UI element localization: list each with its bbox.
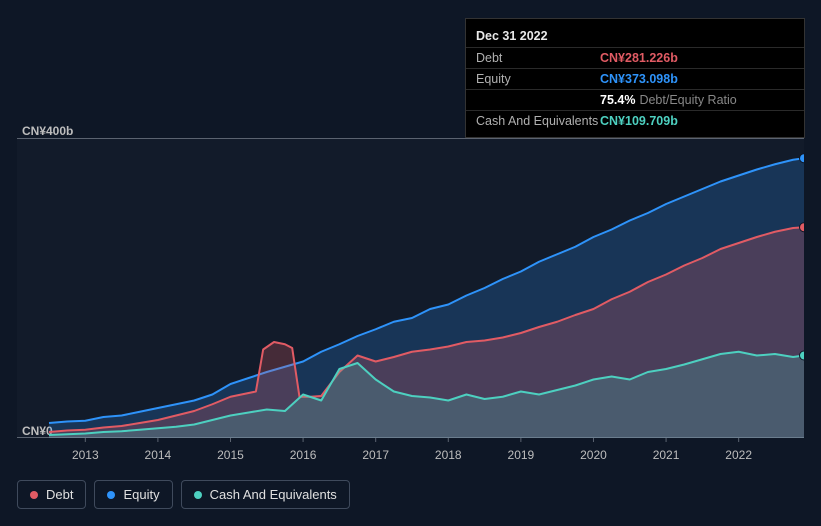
legend-label: Equity [123, 487, 159, 502]
tooltip-row-label: Cash And Equivalents [476, 114, 600, 128]
tooltip-row-suffix: Debt/Equity Ratio [639, 93, 736, 107]
x-axis-label: 2017 [362, 448, 389, 462]
legend: Debt Equity Cash And Equivalents [17, 480, 350, 509]
x-axis-label: 2020 [580, 448, 607, 462]
x-axis-label: 2015 [217, 448, 244, 462]
tooltip-row: EquityCN¥373.098b [466, 68, 804, 89]
tooltip-panel: Dec 31 2022 DebtCN¥281.226bEquityCN¥373.… [465, 18, 805, 138]
x-axis-label: 2014 [145, 448, 172, 462]
x-axis-label: 2021 [653, 448, 680, 462]
legend-dot-icon [194, 491, 202, 499]
tooltip-row-value: CN¥109.709b [600, 114, 678, 128]
tooltip-row-label: Equity [476, 72, 600, 86]
tooltip-row: DebtCN¥281.226b [466, 47, 804, 68]
legend-item[interactable]: Debt [17, 480, 86, 509]
legend-dot-icon [107, 491, 115, 499]
chart-container: Dec 31 2022 DebtCN¥281.226bEquityCN¥373.… [0, 0, 821, 526]
legend-label: Debt [46, 487, 73, 502]
legend-label: Cash And Equivalents [210, 487, 337, 502]
tooltip-row-label: Debt [476, 51, 600, 65]
x-axis-label: 2018 [435, 448, 462, 462]
tooltip-row-value: CN¥373.098b [600, 72, 678, 86]
x-axis-labels: 2013 2014 2015 2016 2017 2018 2019 2020 2021 2022 [17, 448, 804, 466]
tooltip-row-value: 75.4% [600, 93, 635, 107]
x-axis-label: 2013 [72, 448, 99, 462]
tooltip-row: Cash And EquivalentsCN¥109.709b [466, 110, 804, 131]
tooltip-date: Dec 31 2022 [466, 25, 804, 47]
tooltip-row: 75.4% Debt/Equity Ratio [466, 89, 804, 110]
tooltip-row-value: CN¥281.226b [600, 51, 678, 65]
x-axis-label: 2022 [725, 448, 752, 462]
tooltip-row-label [476, 93, 600, 107]
y-axis-label-max: CN¥400b [22, 124, 73, 138]
x-axis-label: 2016 [290, 448, 317, 462]
area-chart-svg [17, 138, 804, 442]
chart-plot [17, 138, 804, 442]
legend-item[interactable]: Equity [94, 480, 172, 509]
legend-item[interactable]: Cash And Equivalents [181, 480, 350, 509]
x-axis-label: 2019 [508, 448, 535, 462]
legend-dot-icon [30, 491, 38, 499]
